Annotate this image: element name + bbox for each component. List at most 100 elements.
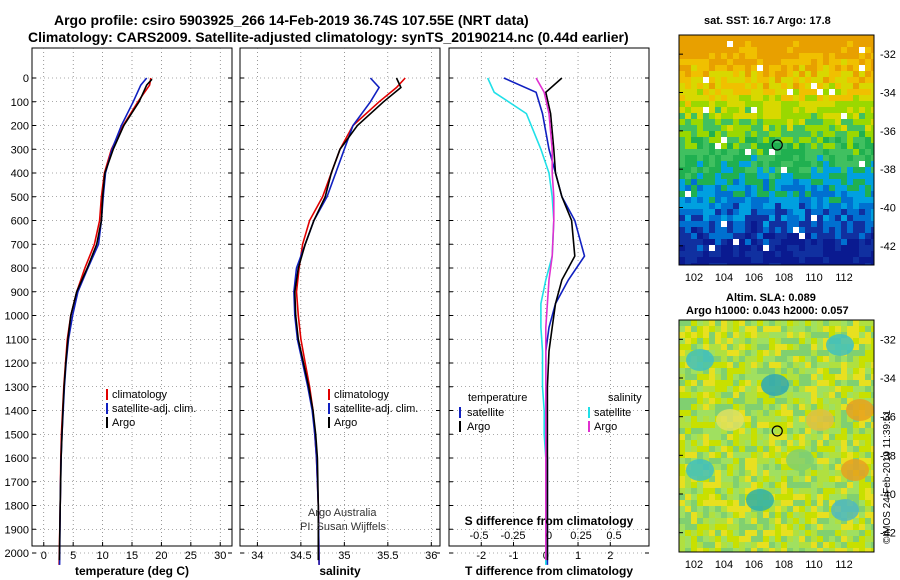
- map-pixel: [811, 386, 817, 392]
- map-pixel: [823, 191, 829, 197]
- map-pixel: [721, 47, 727, 53]
- map-pixel: [859, 233, 865, 239]
- map-pixel: [793, 203, 799, 209]
- map-pixel: [685, 209, 691, 215]
- map-pixel: [781, 233, 787, 239]
- map-pixel: [727, 257, 733, 263]
- map-pixel: [859, 137, 865, 143]
- map-pixel: [817, 155, 823, 161]
- map-pixel: [763, 464, 769, 470]
- map-pixel: [757, 221, 763, 227]
- map-pixel: [799, 125, 805, 131]
- map-pixel: [733, 65, 739, 71]
- map-pixel: [697, 245, 703, 251]
- map-pixel: [709, 326, 715, 332]
- map-pixel: [835, 257, 841, 263]
- map-pixel: [805, 119, 811, 125]
- map-pixel: [787, 404, 793, 410]
- map-pixel: [805, 251, 811, 257]
- map-pixel: [733, 464, 739, 470]
- map-pixel: [733, 197, 739, 203]
- map-pixel: [751, 356, 757, 362]
- map-pixel: [793, 185, 799, 191]
- map-pixel: [823, 434, 829, 440]
- map-pixel: [721, 548, 727, 552]
- map-pixel: [835, 53, 841, 59]
- map-pixel: [727, 71, 733, 77]
- map-pixel: [859, 320, 865, 326]
- map-pixel: [727, 548, 733, 552]
- map-pixel: [835, 548, 841, 552]
- map-pixel: [721, 83, 727, 89]
- map-pixel: [709, 71, 715, 77]
- map-pixel: [769, 71, 775, 77]
- map-pixel: [715, 257, 721, 263]
- map-pixel: [685, 374, 691, 380]
- map-pixel: [727, 476, 733, 482]
- map-pixel: [727, 59, 733, 65]
- map-pixel: [751, 344, 757, 350]
- map-pixel: [733, 542, 739, 548]
- map-pixel: [811, 179, 817, 185]
- map-pixel: [715, 398, 721, 404]
- map-pixel: [763, 59, 769, 65]
- map-pixel: [799, 320, 805, 326]
- map-pixel: [841, 422, 847, 428]
- map-pixel: [721, 488, 727, 494]
- map-pixel: [745, 524, 751, 530]
- map-pixel: [775, 452, 781, 458]
- map-pixel: [679, 428, 685, 434]
- map-pixel: [805, 500, 811, 506]
- map-pixel: [715, 245, 721, 251]
- map-pixel: [829, 71, 835, 77]
- series-line-temperature-argo: [544, 77, 576, 561]
- map-pixel: [715, 506, 721, 512]
- map-pixel: [727, 482, 733, 488]
- map-pixel: [787, 179, 793, 185]
- depth-tick-label: 1700: [5, 477, 29, 489]
- map-pixel: [715, 113, 721, 119]
- map-pixel: [739, 209, 745, 215]
- map-pixel: [823, 197, 829, 203]
- title-line-2: Climatology: CARS2009. Satellite-adjuste…: [28, 29, 629, 45]
- map-pixel: [775, 227, 781, 233]
- map-pixel: [817, 530, 823, 536]
- map-pixel: [847, 71, 853, 77]
- map-pixel: [799, 215, 805, 221]
- map-pixel: [691, 380, 697, 386]
- map-pixel: [709, 548, 715, 552]
- map-pixel: [841, 131, 847, 137]
- map-pixel: [721, 77, 727, 83]
- map-pixel: [865, 65, 871, 71]
- map-pixel: [811, 362, 817, 368]
- map-pixel: [823, 536, 829, 542]
- map-pixel: [685, 416, 691, 422]
- map-pixel: [751, 350, 757, 356]
- lon-tick-label: 108: [775, 272, 793, 284]
- map-pixel: [769, 137, 775, 143]
- sla-anomaly-blob: [806, 409, 834, 431]
- map-pixel: [805, 410, 811, 416]
- map-pixel: [829, 155, 835, 161]
- map-pixel: [835, 167, 841, 173]
- map-pixel: [817, 251, 823, 257]
- map-pixel: [835, 209, 841, 215]
- map-pixel: [697, 107, 703, 113]
- map-pixel: [751, 257, 757, 263]
- map-pixel: [745, 143, 751, 149]
- map-pixel: [685, 77, 691, 83]
- map-pixel: [769, 131, 775, 137]
- legend-label: Argo: [467, 421, 490, 433]
- map-pixel: [853, 524, 859, 530]
- map-pixel: [739, 332, 745, 338]
- map-pixel: [865, 161, 871, 167]
- map-pixel: [703, 71, 709, 77]
- map-pixel: [817, 245, 823, 251]
- map-pixel: [739, 191, 745, 197]
- x-tick-label: 25: [185, 550, 197, 562]
- map-pixel: [829, 251, 835, 257]
- map-pixel: [727, 434, 733, 440]
- map-pixel: [745, 410, 751, 416]
- map-pixel: [727, 203, 733, 209]
- map-pixel: [805, 470, 811, 476]
